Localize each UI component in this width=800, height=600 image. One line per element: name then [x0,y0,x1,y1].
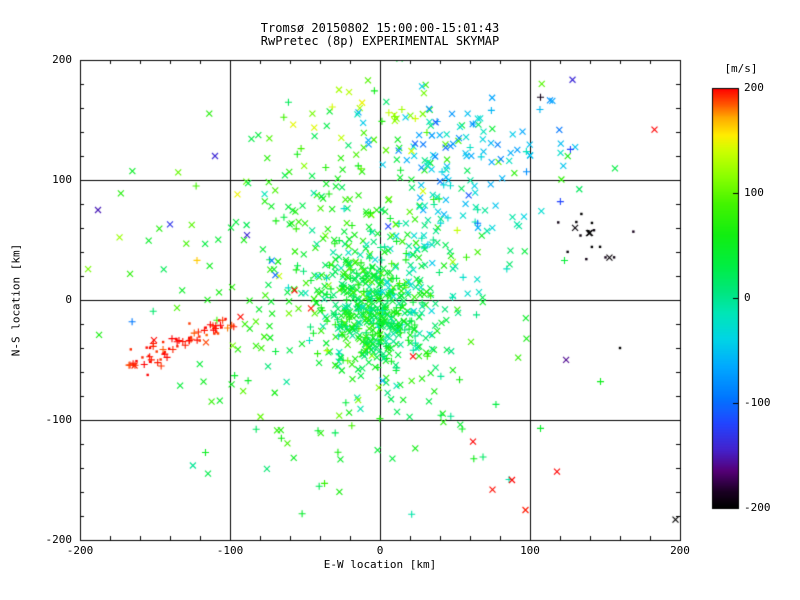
y-tick-label: 100 [52,173,72,186]
x-tick-label: 200 [670,544,690,557]
colorbar-tick-label: 100 [744,186,764,199]
x-tick-label: 100 [520,544,540,557]
plot-subtitle: RwPretec (8p) EXPERIMENTAL SKYMAP [260,34,500,48]
x-axis-title: E-W location [km] [323,558,437,571]
y-tick-label: 0 [65,293,72,306]
plot-title: Tromsø 20150802 15:00:00-15:01:43 [260,21,500,35]
y-tick-label: -100 [45,413,73,426]
x-tick-label: -200 [66,544,94,557]
x-tick-label: -100 [216,544,244,557]
colorbar-units-label: [m/s] [724,62,758,75]
y-tick-label: 200 [52,53,72,66]
y-axis-title: N-S location [km] [9,243,23,357]
y-tick-label: -200 [45,533,73,546]
x-tick-label: 0 [376,544,384,557]
colorbar-tick-label: 200 [744,81,764,94]
colorbar-tick-label: -100 [744,396,771,409]
colorbar-tick-label: -200 [744,501,771,514]
colorbar-tick-label: 0 [744,291,751,304]
